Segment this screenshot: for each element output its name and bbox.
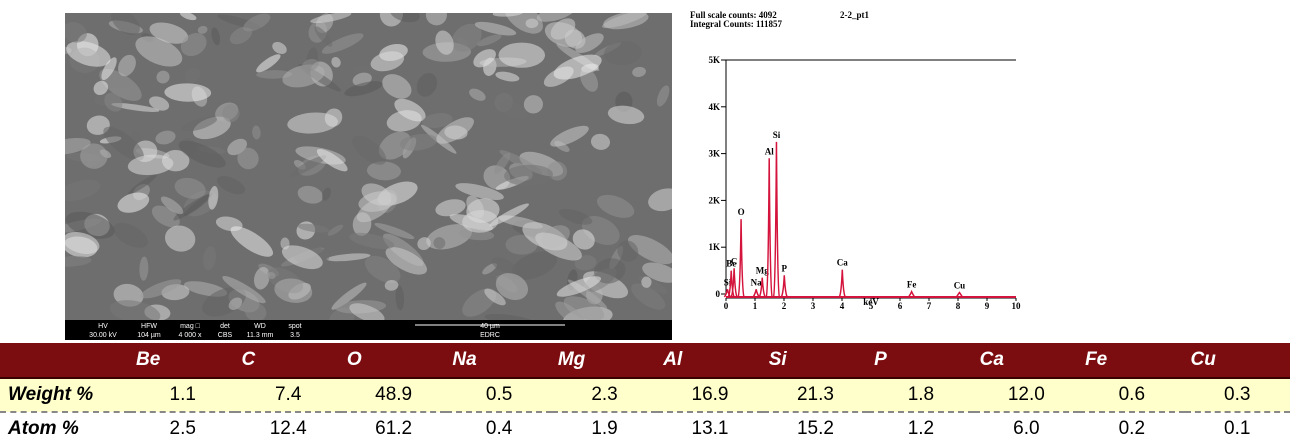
- x-tick-label: 2: [782, 301, 787, 310]
- header-row: BeCONaMgAlSiPCaFeCu: [0, 343, 1290, 378]
- y-tick-label: 0: [716, 289, 721, 299]
- peak-label: Cu: [954, 281, 966, 291]
- x-tick-label: 1: [753, 301, 758, 310]
- column-header: Al: [657, 343, 762, 378]
- cell: 0.3: [1185, 378, 1290, 412]
- grain: [498, 43, 545, 68]
- value: 30.00 kV: [89, 332, 117, 339]
- cell: 16.9: [657, 378, 762, 412]
- cell: 0.5: [446, 378, 551, 412]
- label: det: [220, 323, 230, 330]
- column-header: Si: [763, 343, 868, 378]
- column-header: Fe: [1079, 343, 1184, 378]
- column-header: P: [868, 343, 973, 378]
- lab: EDRC: [480, 332, 500, 339]
- cell: 61.2: [341, 412, 446, 445]
- peak-label: Al: [765, 146, 774, 156]
- corner: [0, 343, 130, 378]
- cell: 1.2: [868, 412, 973, 445]
- cell: 21.3: [763, 378, 868, 412]
- column-header: C: [235, 343, 340, 378]
- cell: 2.3: [552, 378, 657, 412]
- peak: [773, 142, 779, 297]
- integral: Integral Counts: 111857: [690, 19, 783, 29]
- column-header: O: [341, 343, 446, 378]
- peak: [839, 270, 845, 297]
- value: CBS: [218, 332, 233, 339]
- cell: 0.6: [1079, 378, 1184, 412]
- peak-label: Fe: [907, 280, 917, 290]
- value: 104 µm: [137, 332, 161, 339]
- label: WD: [254, 323, 266, 330]
- cell: 12.4: [235, 412, 340, 445]
- column-header: Mg: [552, 343, 657, 378]
- x-tick-label: 4: [840, 301, 845, 310]
- y-tick-label: 2K: [708, 195, 720, 205]
- cell: 15.2: [763, 412, 868, 445]
- peak-label: O: [738, 207, 745, 217]
- x-tick-label: 10: [1012, 301, 1022, 310]
- x-tick-label: 7: [927, 301, 932, 310]
- table-row: Atom %2.512.461.20.41.913.115.21.26.00.2…: [0, 412, 1290, 445]
- column-header: Ca: [974, 343, 1079, 378]
- label: HFW: [141, 323, 157, 330]
- peak: [766, 158, 772, 297]
- sem-image: HV 30.00 kV HFW 104 µm mag □ 4 000 x det…: [65, 13, 672, 340]
- cell: 13.1: [657, 412, 762, 445]
- column-header: Be: [130, 343, 235, 378]
- cell: 1.1: [130, 378, 235, 412]
- cell: 1.8: [868, 378, 973, 412]
- x-tick-label: 0: [724, 301, 729, 310]
- cell: 0.2: [1079, 412, 1184, 445]
- x-tick-label: 6: [898, 301, 903, 310]
- value: 4 000 x: [179, 332, 202, 339]
- x-tick-label: 8: [956, 301, 961, 310]
- cell: 12.0: [974, 378, 1079, 412]
- peak: [781, 275, 787, 297]
- y-tick-label: 4K: [708, 102, 720, 112]
- label: HV: [98, 323, 108, 330]
- peak-label: Ca: [837, 258, 848, 268]
- x-tick-label: 5: [869, 301, 874, 310]
- chart-title: 2-2_pt1: [840, 10, 869, 20]
- cell: 7.4: [235, 378, 340, 412]
- label: spot: [288, 323, 301, 330]
- value: 11.3 mm: [247, 332, 274, 339]
- row-label: Atom %: [0, 412, 130, 445]
- peak-label: Na: [751, 277, 762, 287]
- y-tick-label: 1K: [708, 242, 720, 252]
- x-tick-label: 9: [985, 301, 990, 310]
- x-tick-label: 3: [811, 301, 816, 310]
- cell: 0.1: [1185, 412, 1290, 445]
- cell: 6.0: [974, 412, 1079, 445]
- cell: 0.4: [446, 412, 551, 445]
- y-tick-label: 3K: [708, 149, 720, 159]
- row-label: Weight %: [0, 378, 130, 412]
- peak-label: C: [731, 256, 738, 266]
- peak-label: Si: [773, 130, 781, 140]
- spectrum-chart: Full scale counts: 4092 Integral Counts:…: [690, 10, 1030, 310]
- peak: [753, 289, 759, 297]
- column-header: Na: [446, 343, 551, 378]
- label: mag □: [180, 323, 201, 330]
- cell: 48.9: [341, 378, 446, 412]
- page: HV 30.00 kV HFW 104 µm mag □ 4 000 x det…: [0, 0, 1290, 446]
- peak-label: P: [782, 263, 788, 273]
- y-tick-label: 5K: [708, 55, 720, 65]
- column-header: Cu: [1185, 343, 1290, 378]
- scale: 40 µm: [480, 323, 500, 330]
- peak: [738, 219, 744, 297]
- cell: 2.5: [130, 412, 235, 445]
- cell: 1.9: [552, 412, 657, 445]
- value: 3.5: [290, 332, 300, 339]
- table-row: Weight %1.17.448.90.52.316.921.31.812.00…: [0, 378, 1290, 412]
